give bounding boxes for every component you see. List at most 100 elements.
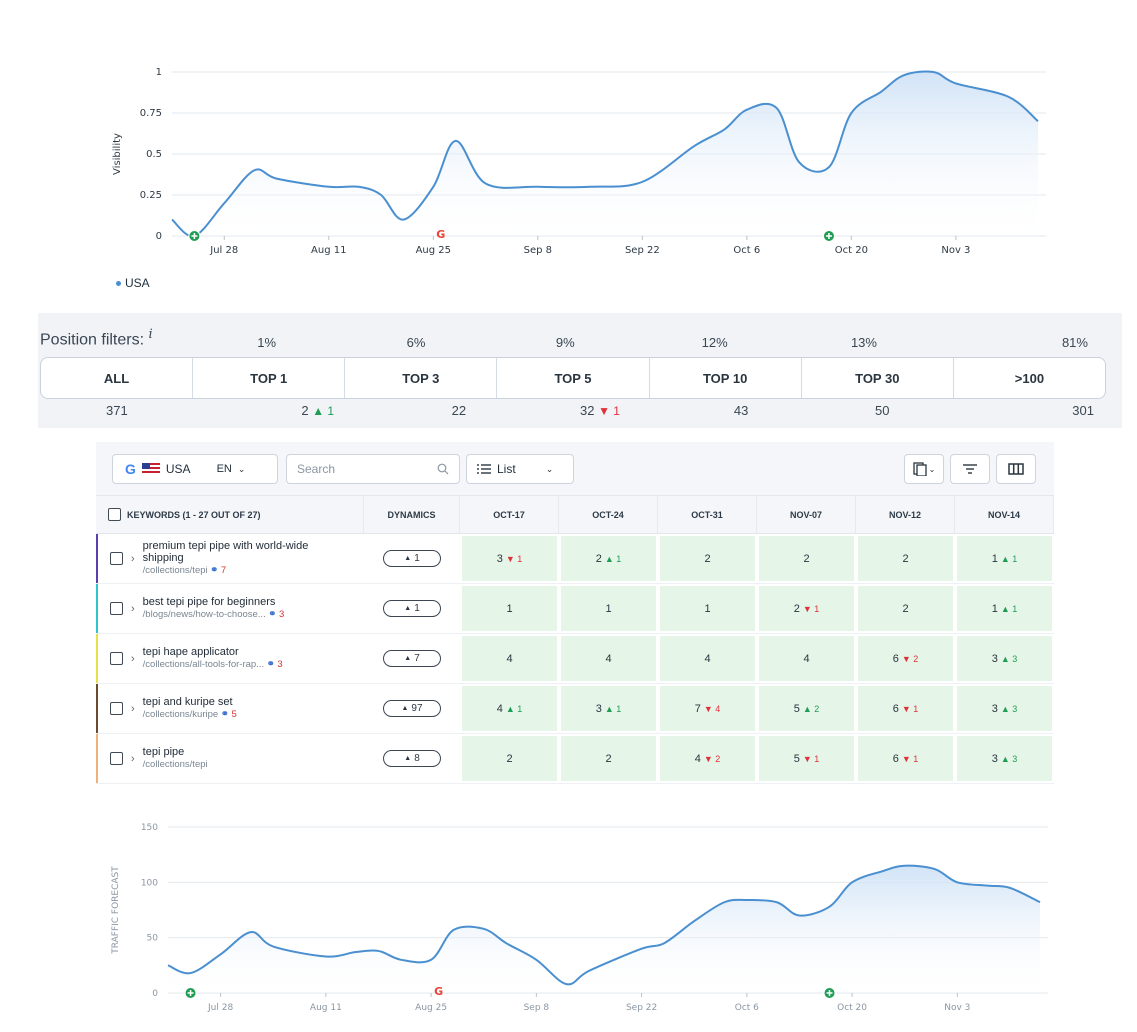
url-label[interactable]: /collections/all-tools-for-rap...: [142, 659, 267, 670]
url-label[interactable]: /collections/tepi: [142, 565, 211, 576]
keywords-header-label: KEYWORDS (1 - 27 OUT OF 27): [127, 509, 261, 520]
row-checkbox[interactable]: [110, 602, 123, 615]
search-placeholder: Search: [297, 462, 336, 476]
position-cell[interactable]: 5 ▲ 2: [759, 686, 854, 731]
select-all-checkbox[interactable]: [108, 508, 121, 521]
filter-tab[interactable]: TOP 10: [650, 358, 802, 398]
up-arrow-icon: ▲: [404, 655, 412, 662]
dynamics-badge[interactable]: ▲ 7: [383, 650, 441, 667]
position-cell[interactable]: 4: [462, 636, 557, 681]
y-tick-label: 1: [156, 67, 162, 78]
view-selector[interactable]: List ⌄: [466, 454, 574, 484]
table-row[interactable]: › tepi pipe/collections/tepi ▲ 8 2 2 4 ▼ 2 5 ▼ 1…: [96, 734, 1054, 784]
position-cell[interactable]: 4: [561, 636, 656, 681]
filter-tab[interactable]: TOP 30: [802, 358, 954, 398]
chevron-right-icon[interactable]: ›: [131, 752, 135, 765]
position-cell[interactable]: 4 ▲ 1: [462, 686, 557, 731]
table-row[interactable]: › tepi and kuripe set/collections/kuripe …: [96, 684, 1054, 734]
google-update-icon[interactable]: G: [436, 228, 445, 241]
date-header[interactable]: OCT-31: [658, 496, 757, 533]
position-cell[interactable]: 2: [561, 736, 656, 781]
date-header[interactable]: NOV-12: [856, 496, 955, 533]
keywords-header[interactable]: KEYWORDS (1 - 27 OUT OF 27): [96, 496, 364, 533]
series-line[interactable]: [167, 864, 1041, 986]
row-checkbox[interactable]: [110, 552, 123, 565]
filter-tab[interactable]: ALL: [41, 358, 194, 398]
columns-button[interactable]: [996, 454, 1036, 484]
url-label[interactable]: /collections/tepi: [142, 759, 208, 770]
date-header[interactable]: OCT-17: [460, 496, 559, 533]
table-row[interactable]: › best tepi pipe for beginners/blogs/news…: [96, 584, 1054, 634]
chevron-right-icon[interactable]: ›: [131, 552, 135, 565]
filter-tab[interactable]: TOP 5: [497, 358, 650, 398]
url-label[interactable]: /blogs/news/how-to-choose...: [142, 609, 269, 620]
chart-legend[interactable]: USA: [116, 276, 150, 290]
position-value: 5: [793, 702, 800, 715]
info-icon[interactable]: i: [148, 327, 153, 342]
position-cell[interactable]: 2 ▲ 1: [561, 536, 656, 581]
keyword-label[interactable]: tepi pipe: [142, 746, 185, 758]
row-checkbox[interactable]: [110, 652, 123, 665]
date-header[interactable]: NOV-07: [757, 496, 856, 533]
keyword-url: /blogs/news/how-to-choose... ⚭ 3: [143, 609, 285, 621]
table-row[interactable]: › premium tepi pipe with world-wide shipp…: [96, 534, 1054, 584]
position-cell[interactable]: 7 ▼ 4: [660, 686, 755, 731]
position-cell[interactable]: 2: [462, 736, 557, 781]
url-label[interactable]: /collections/kuripe: [142, 709, 221, 720]
position-cell[interactable]: 1: [462, 586, 557, 631]
position-cell[interactable]: 1 ▲ 1: [957, 536, 1052, 581]
x-tick-label: Aug 11: [311, 245, 346, 256]
filter-tab[interactable]: >100: [1014, 370, 1045, 386]
position-value: 2: [793, 602, 800, 615]
position-cell[interactable]: 4: [759, 636, 854, 681]
filter-tab[interactable]: TOP 3: [345, 358, 498, 398]
keyword-url: /collections/all-tools-for-rap... ⚭ 3: [143, 659, 283, 671]
dynamics-badge[interactable]: ▲ 1: [383, 550, 441, 567]
position-cell[interactable]: 4: [660, 636, 755, 681]
series-line[interactable]: [171, 70, 1039, 238]
date-header[interactable]: NOV-14: [955, 496, 1054, 533]
position-cell[interactable]: 6 ▼ 1: [858, 736, 953, 781]
chevron-right-icon[interactable]: ›: [131, 602, 135, 615]
keyword-label[interactable]: premium tepi pipe with world-wide shippi…: [142, 540, 309, 564]
position-cell[interactable]: 3 ▲ 3: [957, 636, 1052, 681]
filter-button[interactable]: [950, 454, 990, 484]
table-row[interactable]: › tepi hape applicator/collections/all-to…: [96, 634, 1054, 684]
position-cell[interactable]: 1: [660, 586, 755, 631]
position-cell[interactable]: 1: [561, 586, 656, 631]
keyword-label[interactable]: tepi hape applicator: [142, 646, 239, 658]
position-cell[interactable]: 3 ▼ 1: [462, 536, 557, 581]
google-update-icon[interactable]: G: [434, 985, 443, 998]
position-cell[interactable]: 5 ▼ 1: [759, 736, 854, 781]
row-checkbox[interactable]: [110, 702, 123, 715]
position-cell[interactable]: 2: [660, 536, 755, 581]
copy-button[interactable]: ⌄: [904, 454, 944, 484]
position-cell[interactable]: 2: [858, 586, 953, 631]
columns-icon: [1008, 463, 1024, 475]
engine-selector[interactable]: G USA EN ⌄: [112, 454, 278, 484]
position-cell[interactable]: 2 ▼ 1: [759, 586, 854, 631]
row-checkbox[interactable]: [110, 752, 123, 765]
keyword-label[interactable]: best tepi pipe for beginners: [142, 596, 276, 608]
position-cell[interactable]: 3 ▲ 1: [561, 686, 656, 731]
dynamics-badge[interactable]: ▲ 97: [383, 700, 441, 717]
position-cell[interactable]: 3 ▲ 3: [957, 686, 1052, 731]
keyword-label[interactable]: tepi and kuripe set: [142, 696, 233, 708]
search-input[interactable]: Search: [286, 454, 460, 484]
chevron-right-icon[interactable]: ›: [131, 702, 135, 715]
dynamics-badge[interactable]: ▲ 8: [383, 750, 441, 767]
position-cell[interactable]: 2: [759, 536, 854, 581]
chevron-right-icon[interactable]: ›: [131, 652, 135, 665]
filter-tab[interactable]: TOP 1: [193, 358, 346, 398]
dynamics-header[interactable]: DYNAMICS: [364, 496, 460, 533]
position-cell[interactable]: 3 ▲ 3: [957, 736, 1052, 781]
date-header[interactable]: OCT-24: [559, 496, 658, 533]
x-tick-label: Jul 28: [207, 1003, 233, 1013]
position-cell[interactable]: 6 ▼ 1: [858, 686, 953, 731]
position-cell[interactable]: 1 ▲ 1: [957, 586, 1052, 631]
y-axis-label: Visibility: [112, 133, 123, 175]
dynamics-badge[interactable]: ▲ 1: [383, 600, 441, 617]
position-cell[interactable]: 2: [858, 536, 953, 581]
position-cell[interactable]: 6 ▼ 2: [858, 636, 953, 681]
position-cell[interactable]: 4 ▼ 2: [660, 736, 755, 781]
